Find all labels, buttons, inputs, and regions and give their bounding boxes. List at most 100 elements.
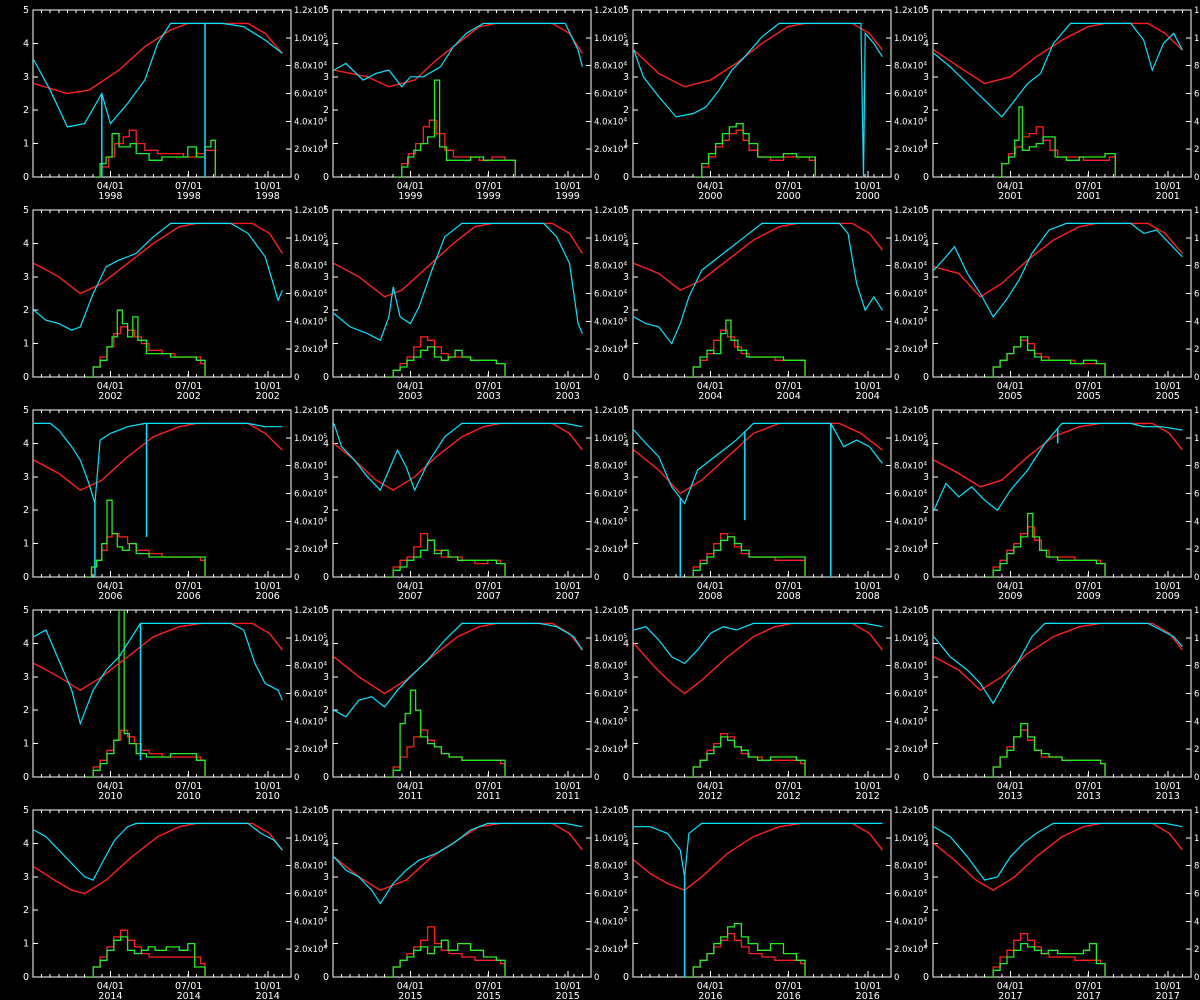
red-histogram — [686, 532, 806, 577]
x-tick-year: 1998 — [98, 191, 122, 202]
x-tick-year: 2016 — [698, 991, 722, 1000]
left-tick-label: 0 — [23, 172, 29, 183]
left-tick-label: 1 — [23, 539, 29, 550]
left-tick-label: 4 — [323, 438, 329, 449]
left-tick-label: 2 — [623, 705, 629, 716]
red-histogram — [94, 129, 216, 177]
right-tick-label: 4.0x104 — [1194, 916, 1200, 927]
left-tick-label: 5 — [923, 405, 929, 416]
right-tick-label: 2.0x104 — [1194, 744, 1200, 755]
right-tick-label: 2.0x104 — [1194, 544, 1200, 555]
x-tick-label: 04/01 — [97, 181, 124, 192]
right-tick-label: 0 — [1194, 973, 1199, 983]
x-tick-label: 10/01 — [554, 381, 581, 392]
x-tick-year: 2003 — [477, 391, 501, 402]
right-tick-label: 1.2x105 — [894, 405, 927, 416]
panel-1999: 0 1 2 3 4 5 0 2.0x104 4.0x104 6.0x104 8.0x104 1.0x1… — [323, 5, 627, 202]
right-tick-label: 2.0x104 — [894, 944, 927, 955]
right-tick-label: 8.0x104 — [294, 661, 327, 672]
right-tick-label: 2.0x104 — [594, 744, 627, 755]
left-tick-label: 4 — [623, 838, 629, 849]
left-tick-label: 3 — [623, 272, 629, 283]
red-histogram — [86, 326, 206, 377]
left-tick-label: 2 — [323, 705, 329, 716]
red-histogram — [394, 119, 516, 177]
left-tick-label: 4 — [623, 638, 629, 649]
left-tick-label: 0 — [323, 572, 329, 583]
right-tick-label: 2.0x104 — [594, 144, 627, 155]
x-tick-year: 2008 — [698, 591, 722, 602]
panel-2005: 0 1 2 3 4 5 0 2.0x104 4.0x104 6.0x104 8.0x104 1.0x1… — [923, 205, 1200, 402]
red-histogram — [986, 339, 1106, 377]
right-tick-label: 0 — [594, 373, 599, 383]
left-tick-label: 5 — [623, 405, 629, 416]
x-tick-label: 04/01 — [997, 381, 1024, 392]
red-line — [333, 422, 583, 492]
left-tick-label: 0 — [23, 572, 29, 583]
x-tick-year: 2008 — [777, 591, 801, 602]
right-tick-label: 2.0x104 — [894, 144, 927, 155]
right-tick-label: 8.0x104 — [594, 261, 627, 272]
right-tick-label: 1.2x105 — [294, 805, 327, 816]
right-tick-label: 1.0x105 — [294, 433, 327, 444]
right-tick-label: 8.0x104 — [594, 661, 627, 672]
x-tick-label: 04/01 — [997, 981, 1024, 992]
right-tick-label: 1.0x105 — [594, 633, 627, 644]
right-tick-label: 1.0x105 — [1194, 33, 1200, 44]
left-tick-label: 1 — [623, 539, 629, 550]
green-histogram — [94, 132, 216, 177]
plot-area — [633, 222, 883, 377]
left-tick-label: 1 — [923, 339, 929, 350]
left-tick-label: 4 — [623, 238, 629, 249]
left-tick-label: 5 — [323, 605, 329, 616]
left-tick-label: 3 — [23, 72, 29, 83]
right-tick-label: 4.0x104 — [894, 116, 927, 127]
x-tick-label: 07/01 — [475, 181, 502, 192]
right-tick-label: 8.0x104 — [894, 461, 927, 472]
left-tick-label: 5 — [923, 205, 929, 216]
panel-2001: 0 1 2 3 4 5 0 2.0x104 4.0x104 6.0x104 8.0x104 1.0x1… — [923, 5, 1200, 202]
right-tick-label: 6.0x104 — [294, 689, 327, 700]
right-tick-label: 1.2x105 — [894, 605, 927, 616]
plot-area — [33, 222, 283, 377]
x-tick-label: 07/01 — [1075, 181, 1102, 192]
x-tick-label: 04/01 — [397, 981, 424, 992]
right-tick-label: 1.2x105 — [594, 5, 627, 16]
right-tick-label: 4.0x104 — [594, 916, 627, 927]
left-tick-label: 2 — [23, 505, 29, 516]
left-tick-label: 3 — [923, 272, 929, 283]
right-tick-label: 0 — [1194, 173, 1199, 183]
right-tick-label: 1.2x105 — [1194, 405, 1200, 416]
panel-2000: 0 1 2 3 4 5 0 2.0x104 4.0x104 6.0x104 8.0x104 1.0x1… — [623, 5, 927, 202]
right-tick-label: 6.0x104 — [594, 689, 627, 700]
left-tick-label: 4 — [923, 238, 929, 249]
right-tick-label: 4.0x104 — [594, 716, 627, 727]
x-tick-year: 2009 — [1077, 591, 1101, 602]
left-tick-label: 1 — [923, 139, 929, 150]
x-tick-year: 2016 — [777, 991, 801, 1000]
x-tick-label: 04/01 — [697, 781, 724, 792]
red-histogram — [986, 526, 1106, 577]
x-tick-year: 1998 — [177, 191, 201, 202]
x-tick-year: 2002 — [98, 391, 122, 402]
right-tick-label: 4.0x104 — [1194, 516, 1200, 527]
x-tick-year: 2003 — [398, 391, 422, 402]
right-tick-label: 1.2x105 — [894, 5, 927, 16]
left-tick-label: 1 — [623, 739, 629, 750]
x-tick-label: 10/01 — [1154, 381, 1181, 392]
x-tick-year: 2010 — [177, 791, 201, 802]
red-line — [633, 822, 883, 891]
plot-frame — [332, 9, 592, 178]
right-tick-label: 1.0x105 — [894, 433, 927, 444]
plot-frame — [932, 409, 1192, 578]
left-tick-label: 3 — [623, 672, 629, 683]
x-tick-year: 2015 — [398, 991, 422, 1000]
right-tick-label: 1.0x105 — [1194, 233, 1200, 244]
x-tick-year: 2012 — [777, 791, 801, 802]
red-line — [633, 622, 883, 695]
left-tick-label: 1 — [323, 939, 329, 950]
plot-area — [933, 422, 1183, 577]
panel-1998: 0 1 2 3 4 5 0 2.0x104 4.0x104 6.0x104 8.0x104 1.0x1… — [23, 5, 327, 202]
red-line — [633, 22, 883, 88]
left-tick-label: 2 — [623, 305, 629, 316]
